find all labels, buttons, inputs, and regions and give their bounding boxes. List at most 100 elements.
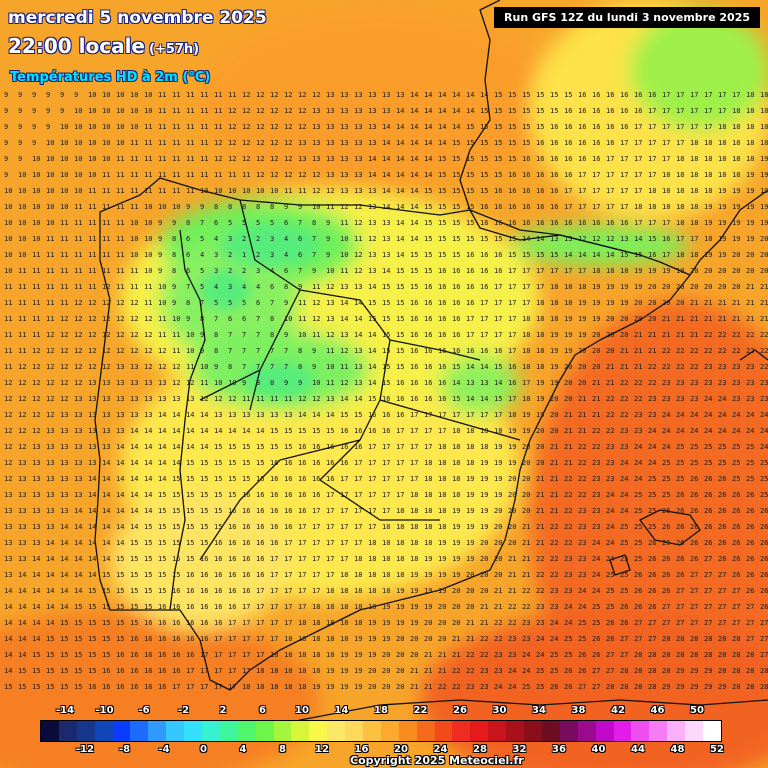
svg-text:23: 23 <box>536 619 544 627</box>
svg-text:25: 25 <box>620 587 628 595</box>
svg-text:15: 15 <box>634 251 642 259</box>
svg-text:11: 11 <box>158 315 166 323</box>
svg-text:27: 27 <box>718 619 726 627</box>
svg-text:16: 16 <box>270 539 278 547</box>
svg-text:11: 11 <box>186 91 194 99</box>
svg-text:15: 15 <box>480 235 488 243</box>
svg-text:10: 10 <box>46 203 54 211</box>
svg-text:14: 14 <box>116 459 124 467</box>
corsica-coast <box>739 349 768 361</box>
svg-text:15: 15 <box>46 635 54 643</box>
svg-text:10: 10 <box>18 171 26 179</box>
svg-text:9: 9 <box>18 107 22 115</box>
svg-text:28: 28 <box>620 683 628 691</box>
svg-text:18: 18 <box>676 219 684 227</box>
svg-text:14: 14 <box>144 427 152 435</box>
svg-text:20: 20 <box>760 251 768 259</box>
svg-text:18: 18 <box>746 107 754 115</box>
svg-text:15: 15 <box>60 683 68 691</box>
svg-text:14: 14 <box>578 251 586 259</box>
svg-text:17: 17 <box>242 635 250 643</box>
svg-text:16: 16 <box>228 507 236 515</box>
svg-text:25: 25 <box>592 603 600 611</box>
svg-text:9: 9 <box>312 363 316 371</box>
svg-text:12: 12 <box>102 299 110 307</box>
svg-text:11: 11 <box>242 171 250 179</box>
svg-text:27: 27 <box>578 683 586 691</box>
svg-text:23: 23 <box>494 667 502 675</box>
legend-tick-label: 0 <box>200 744 207 755</box>
svg-text:17: 17 <box>410 475 418 483</box>
svg-text:18: 18 <box>396 571 404 579</box>
svg-text:21: 21 <box>578 411 586 419</box>
svg-text:20: 20 <box>676 283 684 291</box>
run-info-badge: Run GFS 12Z du lundi 3 novembre 2025 <box>494 7 760 28</box>
svg-text:12: 12 <box>60 315 68 323</box>
svg-text:18: 18 <box>298 667 306 675</box>
svg-text:10: 10 <box>130 107 138 115</box>
svg-text:18: 18 <box>676 155 684 163</box>
svg-text:16: 16 <box>200 603 208 611</box>
svg-text:11: 11 <box>284 395 292 403</box>
svg-text:14: 14 <box>32 603 40 611</box>
svg-text:24: 24 <box>508 667 516 675</box>
svg-text:23: 23 <box>564 555 572 563</box>
svg-text:16: 16 <box>592 139 600 147</box>
svg-text:18: 18 <box>480 427 488 435</box>
svg-text:17: 17 <box>424 411 432 419</box>
svg-text:11: 11 <box>326 347 334 355</box>
svg-text:25: 25 <box>676 459 684 467</box>
svg-text:14: 14 <box>410 187 418 195</box>
legend-swatch <box>255 721 274 741</box>
svg-text:24: 24 <box>648 443 656 451</box>
svg-text:16: 16 <box>368 411 376 419</box>
svg-text:13: 13 <box>354 187 362 195</box>
svg-text:11: 11 <box>116 187 124 195</box>
svg-text:20: 20 <box>368 683 376 691</box>
svg-text:25: 25 <box>746 475 754 483</box>
svg-text:15: 15 <box>130 619 138 627</box>
svg-text:18: 18 <box>340 619 348 627</box>
svg-text:21: 21 <box>746 283 754 291</box>
svg-text:15: 15 <box>494 123 502 131</box>
svg-text:14: 14 <box>74 555 82 563</box>
svg-text:14: 14 <box>186 427 194 435</box>
svg-text:15: 15 <box>452 251 460 259</box>
svg-text:14: 14 <box>480 363 488 371</box>
svg-text:17: 17 <box>270 603 278 611</box>
svg-text:17: 17 <box>242 651 250 659</box>
svg-text:18: 18 <box>592 267 600 275</box>
svg-text:20: 20 <box>480 555 488 563</box>
svg-text:13: 13 <box>74 443 82 451</box>
svg-text:18: 18 <box>424 475 432 483</box>
svg-text:20: 20 <box>508 523 516 531</box>
svg-text:12: 12 <box>256 155 264 163</box>
svg-text:14: 14 <box>368 283 376 291</box>
svg-text:14: 14 <box>326 411 334 419</box>
svg-text:12: 12 <box>256 139 264 147</box>
svg-text:14: 14 <box>452 379 460 387</box>
svg-text:19: 19 <box>354 651 362 659</box>
svg-text:17: 17 <box>368 507 376 515</box>
svg-text:14: 14 <box>102 523 110 531</box>
svg-text:9: 9 <box>46 107 50 115</box>
svg-text:17: 17 <box>298 539 306 547</box>
svg-text:20: 20 <box>396 635 404 643</box>
svg-text:17: 17 <box>214 651 222 659</box>
svg-text:27: 27 <box>760 619 768 627</box>
svg-text:16: 16 <box>606 123 614 131</box>
svg-text:17: 17 <box>508 299 516 307</box>
svg-text:11: 11 <box>158 155 166 163</box>
svg-text:23: 23 <box>648 411 656 419</box>
svg-text:13: 13 <box>354 91 362 99</box>
svg-text:17: 17 <box>382 475 390 483</box>
svg-text:20: 20 <box>648 315 656 323</box>
svg-text:3: 3 <box>214 251 218 259</box>
svg-text:13: 13 <box>326 315 334 323</box>
svg-text:18: 18 <box>564 299 572 307</box>
svg-text:21: 21 <box>620 347 628 355</box>
svg-text:13: 13 <box>368 139 376 147</box>
legend-swatch <box>488 721 507 741</box>
svg-text:16: 16 <box>410 347 418 355</box>
svg-text:1: 1 <box>242 251 246 259</box>
